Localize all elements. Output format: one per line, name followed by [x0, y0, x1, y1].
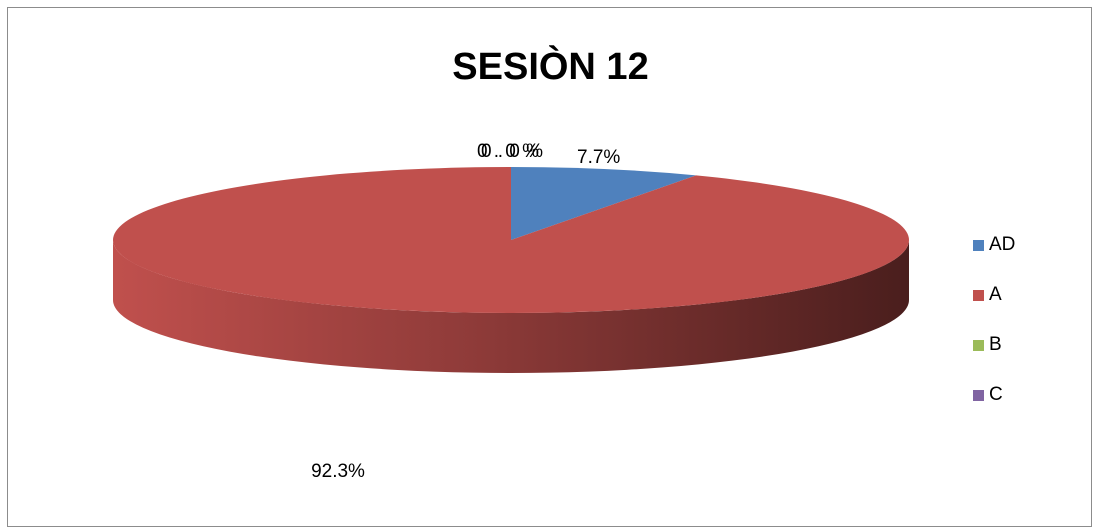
data-label-ad: 7.7% [577, 147, 620, 168]
legend-label-c: C [989, 384, 1003, 405]
legend-swatch-b [973, 339, 984, 351]
legend-label-ad: AD [989, 234, 1016, 255]
pie-side-wall [113, 240, 909, 373]
data-label-c: 0.0% [481, 141, 543, 162]
legend-swatch-c [973, 389, 984, 401]
pie-chart: 7.7%92.3%0.0%0.0% [113, 141, 910, 482]
legend-item-ad: AD [973, 234, 1015, 256]
pie-slice-ad [511, 167, 697, 240]
pie-slice-a [113, 167, 910, 313]
legend-item-a: A [973, 284, 1002, 306]
chart-frame: SESIÒN 12 7.7% 92.3% 0.0% 0.0% AD A B C [7, 7, 1092, 527]
legend-swatch-a [973, 289, 984, 301]
data-label-a: 92.3% [311, 461, 365, 482]
legend-label-b: B [989, 334, 1002, 355]
legend-swatch-ad [973, 239, 984, 251]
legend-item-c: C [973, 384, 1003, 406]
pie-side [113, 240, 909, 373]
legend-label-a: A [989, 284, 1002, 305]
pie-top [113, 167, 910, 313]
legend-item-b: B [973, 334, 1002, 356]
chart-title: SESIÒN 12 [452, 46, 649, 88]
